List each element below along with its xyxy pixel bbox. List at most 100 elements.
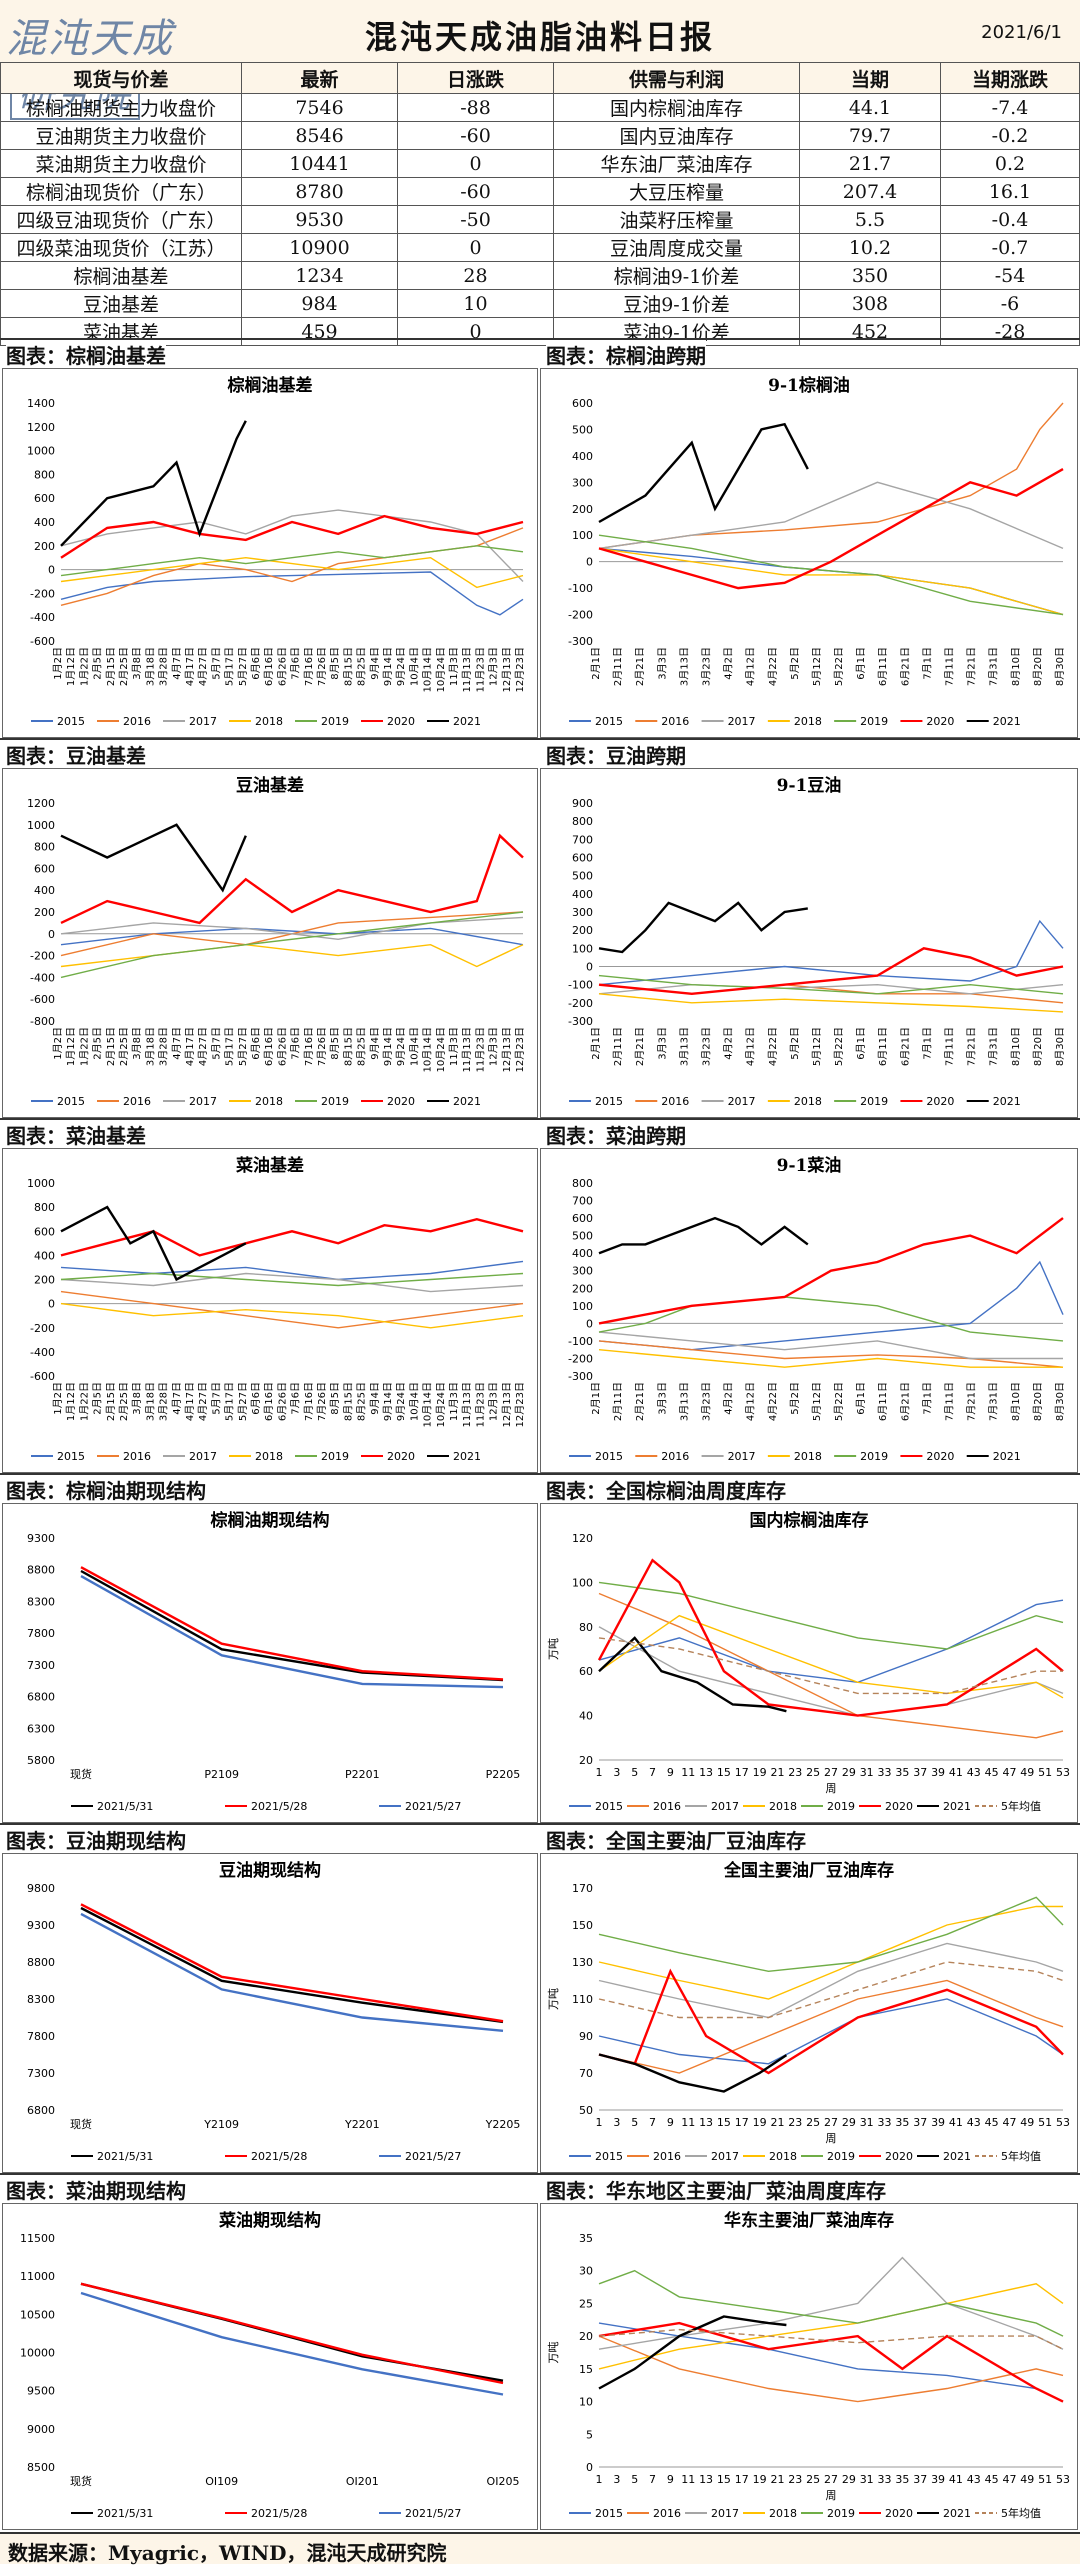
y-tick-label: 8300 [27,1993,55,2006]
chart-panel: 9-1棕榈油 -300 -200 -100 0 100 200 300 400 500 600 2月1… [540,368,1078,738]
x-tick-label: 41 [949,2116,963,2129]
legend-label: 2015 [595,715,623,728]
y-tick-label: 6800 [27,1691,55,1704]
x-tick-label: 5月2日 [789,1027,801,1060]
x-tick-label: 37 [913,2473,927,2486]
y-tick-label: 9800 [27,1882,55,1895]
y-tick-label: 9300 [27,1532,55,1545]
x-tick-label: 6月26日 [276,1382,288,1421]
x-tick-label: 2月11日 [612,1027,624,1066]
legend-label: 2020 [885,1800,913,1813]
y-tick-label: 5 [586,2428,593,2441]
y-tick-label: 400 [34,884,55,897]
legend-label: 2017 [189,1095,217,1108]
x-tick-label: 17 [735,2116,749,2129]
x-tick-label: 5月27日 [237,1382,249,1421]
legend-label: 2018 [794,1450,822,1463]
x-tick-label: 5月17日 [224,647,236,686]
x-tick-label: 8月20日 [1032,1027,1044,1066]
summary-cell: 8780 [241,177,398,206]
report-date: 2021/6/1 [981,22,1062,43]
x-tick-label: 6月16日 [263,647,275,686]
x-tick-label: 4月27日 [197,1027,209,1066]
x-tick-label: 7月1日 [921,1027,933,1060]
x-tick-label: 4月27日 [197,1382,209,1421]
summary-cell: 79.7 [799,121,941,150]
summary-cell: 0 [397,317,554,346]
legend-label: 2021/5/27 [405,2507,461,2520]
legend-label: 2021/5/27 [405,2150,461,2163]
x-tick-label: 21 [770,1766,784,1779]
series-line-5年均值 [598,1961,1064,2019]
chart-title: 菜油期现结构 [218,2210,321,2231]
x-tick-label: 4月7日 [171,1382,183,1415]
x-tick-label: 4月2日 [723,1382,735,1415]
y-tick-label: 800 [34,841,55,854]
x-tick-label: 11 [681,2473,695,2486]
summary-cell: 0.2 [940,149,1080,178]
series-line-2017 [598,1942,1064,2019]
x-tick-label: 9月24日 [395,1382,407,1421]
chart-panel: 9-1菜油 -300 -200 -100 0 100 200 300 400 500 600 700 8… [540,1148,1078,1473]
summary-cell: 华东油厂菜油库存 [553,149,800,178]
series-line-2015 [598,1260,1064,1351]
x-tick-label: 11月3日 [448,647,460,686]
x-tick-label: 8月20日 [1032,1382,1044,1421]
summary-cell: 棕榈油基差 [0,261,242,290]
x-tick-label: 9月24日 [395,647,407,686]
y-tick-label: -200 [30,587,55,600]
legend-label: 2016 [661,1095,689,1108]
x-tick-label: 41 [949,1766,963,1779]
x-tick-label: 12月13日 [501,1027,513,1072]
x-tick-label: 5月17日 [224,1027,236,1066]
legend-label: 2019 [321,1095,349,1108]
y-tick-label: -200 [568,609,593,622]
y-tick-label: 100 [572,1300,593,1313]
legend-label: 2021 [943,2507,971,2520]
y-tick-label: 9300 [27,1919,55,1932]
x-tick-label: 6月26日 [276,647,288,686]
y-tick-label: 40 [579,1710,593,1723]
x-tick-label: 8月15日 [342,1027,354,1066]
x-tick-label: 8月5日 [329,1382,341,1415]
col-header: 现货与价差 [0,62,242,94]
legend-label: 2016 [661,1450,689,1463]
series-line-2021 [598,1636,787,1713]
footer: 数据来源：Myagric，WIND，混沌天成研究院 [0,2532,1080,2565]
x-tick-label: 45 [985,2473,999,2486]
legend-label: 2016 [123,1095,151,1108]
x-tick-label: 6月11日 [877,1382,889,1421]
x-tick-label: 5月2日 [789,647,801,680]
x-tick-label: 4月22日 [767,647,779,686]
x-tick-label: 1月12日 [65,1027,77,1066]
legend-label: 2020 [926,1450,954,1463]
chart-panel: 9-1豆油 -300 -200 -100 0 100 200 300 400 500 600 700 8… [540,768,1078,1118]
x-tick-label: 7月31日 [988,647,1000,686]
x-tick-label: 10月24日 [435,647,447,692]
series-line-2021/5/28 [80,2282,504,2385]
series-line-5年均值 [598,2328,1064,2350]
chart-title: 国内棕榈油库存 [750,1510,869,1531]
x-tick-label: 31 [860,2473,874,2486]
section-label: 图表：全国主要油厂豆油库存 [546,1825,806,1854]
x-tick-label: 4月2日 [723,1027,735,1060]
summary-cell: 10441 [241,149,398,178]
x-tick-label: 4月17日 [184,647,196,686]
x-tick-label: 3月18日 [144,1382,156,1421]
y-tick-label: 120 [572,1532,593,1545]
legend-label: 2019 [860,1095,888,1108]
x-tick-label: 29 [842,2473,856,2486]
y-tick-label: 800 [572,1177,593,1190]
y-tick-label: -800 [30,1015,55,1028]
summary-row: 棕榈油期货主力收盘价 7546 -88 国内棕榈油库存 44.1 -7.4 [0,93,1080,122]
series-line-2020 [598,1968,1064,2075]
legend-label: 2016 [653,2150,681,2163]
summary-cell: 452 [799,317,941,346]
x-tick-label: 5月12日 [811,1382,823,1421]
y-tick-label: 5800 [27,1754,55,1767]
chart-svg: 9-1菜油 -300 -200 -100 0 100 200 300 400 500 600 700 8… [568,1155,1066,1463]
summary-row: 四级豆油现货价（广东） 9530 -50 油菜籽压榨量 5.5 -0.4 [0,205,1080,234]
x-tick-label: 11 [681,1766,695,1779]
x-tick-label: 1月2日 [52,1382,64,1415]
x-tick-label: 9月14日 [382,1027,394,1066]
